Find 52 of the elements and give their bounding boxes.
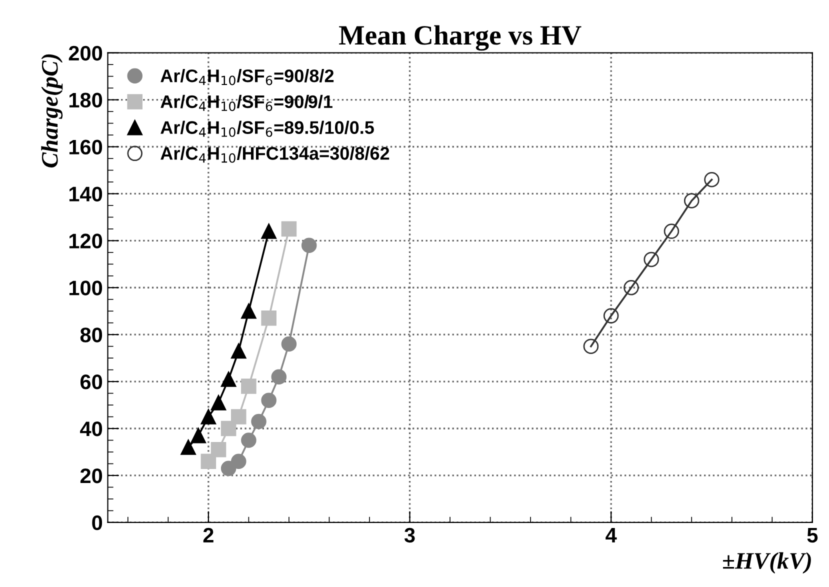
point [261,224,276,239]
y-tick-label: 60 [80,374,102,390]
point [210,395,226,410]
point [200,454,216,470]
x-tick-label: 5 [807,528,818,543]
y-tick-label: 80 [80,328,102,342]
legend-label: Ar/C$_{4}$H$_{10}$/SF$_{6}$=90/9/1 [160,94,332,112]
point [210,442,226,458]
y-axis-title: Charge(pC) [41,54,63,168]
point [251,414,266,430]
y-tick-label: 120 [69,234,102,248]
legend-label: Ar/C$_{4}$H$_{10}$/SF$_{6}$=89.5/10/0.5 [160,120,374,137]
legend-label: Ar/C$_{4}$H$_{10}$/HFC134a=30/8/62 [160,146,390,163]
point [190,428,206,444]
point [200,409,216,424]
point [624,280,639,296]
point [684,193,700,208]
point [261,310,276,326]
x-axis-title: ±HV(kV) [723,552,811,574]
point [301,238,317,254]
point [241,303,256,319]
point [261,392,276,408]
point [603,308,619,324]
point [220,372,236,387]
point [241,378,256,394]
y-tick-label: 200 [68,46,102,61]
point [180,440,196,455]
point [281,336,297,352]
y-tick-label: 20 [80,468,102,484]
chart-title: Mean Charge vs HV [339,25,582,51]
point [230,454,246,470]
point [220,460,236,476]
y-tick-label: 140 [69,186,102,202]
x-tick-label: 3 [404,528,415,543]
point [281,221,297,237]
y-tick-label: 0 [92,515,102,530]
point [664,224,680,239]
point [230,343,246,359]
legend-label: Ar/C$_{4}$H$_{10}$/SF$_{6}$=90/8/2 [160,68,334,86]
y-tick-label: 180 [69,92,102,108]
point [271,369,287,384]
y-tick-label: 100 [69,280,102,296]
point [644,252,659,268]
point [230,409,246,424]
x-tick-label: 2 [203,528,214,542]
x-tick-label: 4 [606,528,617,542]
point [583,338,599,354]
point [220,420,236,436]
y-tick-label: 40 [80,422,102,436]
point [241,432,256,448]
point [704,172,720,188]
y-tick-label: 160 [69,140,102,155]
